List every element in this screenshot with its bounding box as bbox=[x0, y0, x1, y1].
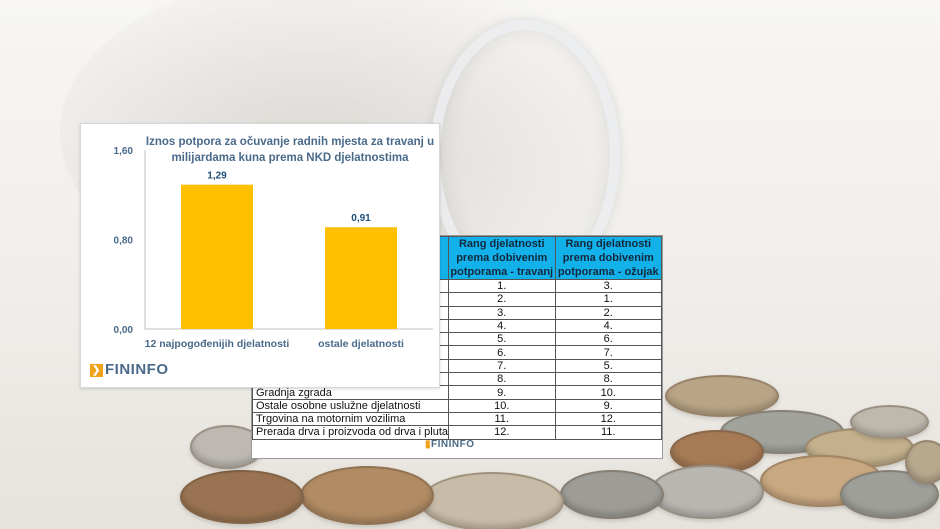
march-rank-cell: 5. bbox=[554, 358, 662, 374]
logo-mark-icon: ❯ bbox=[90, 364, 103, 377]
y-tick-label: 0,80 bbox=[114, 236, 134, 247]
coin bbox=[300, 466, 434, 525]
april-rank-cell: 7. bbox=[448, 358, 556, 374]
april-rank-cell: 3. bbox=[448, 305, 556, 320]
april-rank-cell: 5. bbox=[448, 332, 556, 347]
coin bbox=[560, 470, 664, 519]
april-rank-cell: 1. bbox=[448, 278, 556, 294]
activity-name-cell: Prerada drva i proizvoda od drva i pluta bbox=[252, 425, 449, 440]
april-rank-cell: 6. bbox=[448, 345, 556, 360]
y-tick-label: 0,00 bbox=[114, 325, 134, 336]
march-rank-cell: 1. bbox=[554, 292, 662, 307]
march-rank-cell: 2. bbox=[554, 305, 662, 320]
bar-chart-panel: 0,00 0,80 1,60 1,29 12 najpogođenijih djelat… bbox=[80, 123, 440, 388]
march-rank-cell: 10. bbox=[554, 385, 662, 400]
april-rank-cell: 12. bbox=[448, 425, 556, 440]
table-row: Prerada drva i proizvoda od drva i pluta… bbox=[252, 425, 662, 440]
march-rank-cell: 8. bbox=[554, 372, 662, 387]
data-label: 1,29 bbox=[207, 171, 227, 182]
bar bbox=[325, 227, 397, 329]
activity-name-cell: Ostale osobne uslužne djelatnosti bbox=[252, 398, 449, 413]
x-tick-label: ostale djelatnosti bbox=[318, 338, 404, 350]
table-logo-text: FININFO bbox=[431, 439, 475, 450]
table-logo: ▮FININFO bbox=[425, 439, 475, 450]
coin bbox=[665, 375, 779, 417]
march-rank-cell: 4. bbox=[554, 318, 662, 334]
bar bbox=[181, 184, 253, 329]
coin bbox=[180, 470, 304, 524]
table-header-march-rank: Rang djelatnosti prema dobivenim potpora… bbox=[554, 236, 662, 280]
march-rank-cell: 12. bbox=[554, 411, 662, 427]
april-rank-cell: 8. bbox=[448, 372, 556, 387]
april-rank-cell: 2. bbox=[448, 292, 556, 307]
chart-title: Iznos potpora za očuvanje radnih mjesta … bbox=[145, 136, 435, 164]
april-rank-cell: 10. bbox=[448, 398, 556, 413]
march-rank-cell: 9. bbox=[554, 398, 662, 413]
activity-name-cell: Trgovina na motornim vozilima bbox=[252, 411, 449, 427]
coin bbox=[650, 465, 764, 519]
march-rank-cell: 11. bbox=[554, 425, 662, 440]
coin bbox=[420, 472, 564, 529]
coin bbox=[850, 405, 929, 439]
chart-logo-text: FININFO bbox=[105, 361, 169, 378]
bar-chart: 0,00 0,80 1,60 1,29 12 najpogođenijih djelat… bbox=[114, 146, 433, 350]
march-rank-cell: 3. bbox=[554, 278, 662, 294]
y-tick-label: 1,60 bbox=[114, 146, 134, 157]
april-rank-cell: 9. bbox=[448, 385, 556, 400]
data-label: 0,91 bbox=[351, 213, 371, 224]
table-row: Ostale osobne uslužne djelatnosti 10. 9. bbox=[252, 398, 662, 413]
march-rank-cell: 7. bbox=[554, 345, 662, 360]
coin bbox=[905, 440, 940, 484]
chart-logo: ❯ FININFO bbox=[90, 361, 169, 378]
march-rank-cell: 6. bbox=[554, 332, 662, 347]
logo-mark-icon: ▮ bbox=[425, 439, 432, 450]
april-rank-cell: 4. bbox=[448, 318, 556, 334]
table-header-april-rank: Rang djelatnosti prema dobivenim potpora… bbox=[448, 236, 556, 280]
table-row: Trgovina na motornim vozilima 11. 12. bbox=[252, 411, 662, 427]
april-rank-cell: 11. bbox=[448, 411, 556, 427]
x-tick-label: 12 najpogođenijih djelatnosti bbox=[145, 338, 290, 350]
